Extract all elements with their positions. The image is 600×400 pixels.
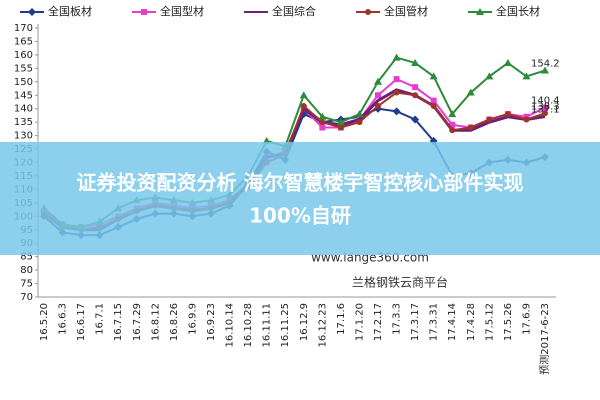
point xyxy=(412,84,419,91)
point xyxy=(318,112,327,120)
point xyxy=(476,8,484,15)
x-tick-label: 16.8.26 xyxy=(169,303,180,341)
y-tick-label: 155 xyxy=(14,63,33,74)
point xyxy=(393,76,400,83)
point xyxy=(299,91,308,99)
point xyxy=(541,66,549,74)
point xyxy=(504,111,511,118)
y-tick-label: 145 xyxy=(14,90,33,101)
point xyxy=(449,121,456,128)
legend-label: 全国管材 xyxy=(384,4,428,18)
y-tick-label: 150 xyxy=(14,77,33,88)
point xyxy=(336,118,345,126)
point xyxy=(523,116,530,123)
y-tick-label: 165 xyxy=(14,36,33,47)
x-tick-label: 16.7.1 xyxy=(95,303,106,335)
x-tick-label: 16.12.9 xyxy=(299,303,310,341)
x-tick-label: 16.10.14 xyxy=(225,303,236,348)
point xyxy=(319,119,326,126)
point xyxy=(430,103,437,110)
y-tick-label: 70 xyxy=(20,292,33,303)
point xyxy=(375,103,381,110)
point xyxy=(375,92,381,99)
source: 兰格钢铁云商平台 xyxy=(352,275,448,290)
y-tick-label: 160 xyxy=(14,50,33,61)
banner-bg xyxy=(0,142,600,255)
banner-line: 100%自研 xyxy=(249,204,351,228)
x-tick-label: 16.7.15 xyxy=(113,303,124,341)
point xyxy=(448,110,457,118)
point xyxy=(392,53,401,61)
x-tick-label: 16.6.17 xyxy=(76,303,87,341)
x-tick-label: 16.11.25 xyxy=(280,303,291,348)
point xyxy=(141,9,147,15)
x-tick-label: 16.7.29 xyxy=(132,303,143,341)
y-tick-label: 80 xyxy=(20,265,33,276)
point xyxy=(300,103,307,110)
point xyxy=(466,88,475,96)
point xyxy=(467,124,474,131)
x-tick-label: 17.1.6 xyxy=(336,303,347,335)
y-tick-label: 75 xyxy=(20,279,33,290)
point xyxy=(28,8,36,16)
point xyxy=(522,72,531,80)
y-tick-label: 135 xyxy=(14,117,33,128)
legend-label: 全国型材 xyxy=(160,4,204,18)
point xyxy=(412,92,419,99)
x-tick-label: 17.3.17 xyxy=(410,303,421,341)
point xyxy=(486,116,493,123)
point xyxy=(392,107,401,116)
x-tick-label: 17.3.3 xyxy=(392,303,403,335)
x-tick-label: 17.5.26 xyxy=(503,303,514,341)
y-tick-label: 170 xyxy=(14,23,33,34)
x-tick-label: 17.1.20 xyxy=(354,303,365,341)
x-tick-label: 17.4.14 xyxy=(447,303,458,341)
banner-line: 证券投资配资分析 海尔智慧楼宇智控核心部件实现 xyxy=(77,171,524,195)
point xyxy=(356,119,363,126)
point xyxy=(365,9,371,15)
point xyxy=(485,72,494,80)
x-tick-label: 17.3.31 xyxy=(429,303,440,341)
x-tick-label: 17.2.17 xyxy=(373,303,384,341)
legend-label: 全国长材 xyxy=(496,4,540,18)
legend-label: 全国板材 xyxy=(48,4,92,18)
point xyxy=(430,97,437,104)
point xyxy=(503,58,512,66)
x-tick-label: 16.9.23 xyxy=(206,303,217,341)
x-tick-label: 16.12.23 xyxy=(317,303,328,348)
y-tick-label: 140 xyxy=(14,104,33,115)
end-label: 137.1 xyxy=(531,105,560,116)
point xyxy=(337,124,344,131)
legend-label: 全国综合 xyxy=(272,4,316,18)
x-tick-label: 17.5.12 xyxy=(484,303,495,341)
x-tick-label: 17.4.28 xyxy=(466,303,477,341)
x-tick-label: 16.6.3 xyxy=(58,303,69,335)
point xyxy=(449,127,456,134)
y-tick-label: 130 xyxy=(14,131,33,142)
point xyxy=(319,124,326,131)
point xyxy=(542,104,548,111)
x-tick-label: 16.10.28 xyxy=(243,303,254,348)
end-label: 138.3 xyxy=(531,101,560,112)
x-tick-label: 16.11.11 xyxy=(262,303,273,348)
x-tick-label: 17.6.9 xyxy=(521,303,532,335)
point xyxy=(411,58,420,66)
x-tick-label: 预测2017-6-23 xyxy=(538,303,551,375)
end-label: 140.4 xyxy=(531,96,560,107)
point xyxy=(411,115,420,124)
point xyxy=(393,89,400,96)
x-tick-label: 16.5.20 xyxy=(39,303,50,341)
point xyxy=(355,110,364,118)
point xyxy=(429,72,438,80)
point xyxy=(374,77,382,85)
point xyxy=(542,110,548,117)
end-label: 154.2 xyxy=(531,59,560,70)
y-tick-label: 85 xyxy=(20,252,33,263)
x-tick-label: 16.9.9 xyxy=(187,303,198,335)
x-tick-label: 16.8.12 xyxy=(150,303,161,341)
